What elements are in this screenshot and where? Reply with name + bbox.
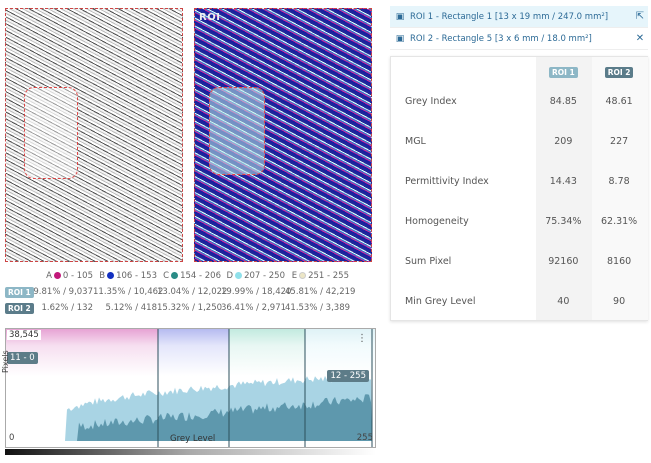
stats-row: Min Grey Level 40 90: [405, 295, 626, 307]
legend-cell: 15.32% / 1,250: [157, 303, 223, 313]
image-label: ROI: [199, 12, 221, 23]
histogram-roi2-area: [61, 394, 372, 441]
stats-header-row: ROI 1 ROI 2: [391, 53, 647, 91]
histogram-x-max: 255: [356, 433, 373, 443]
legend-cell: 5.12% / 418: [105, 303, 158, 313]
bin-d-color-swatch: [235, 272, 243, 279]
roi1-tag: ROI 1: [548, 66, 578, 78]
stats-row: Sum Pixel 92160 8160: [405, 255, 632, 267]
roi-list-item[interactable]: ▣ ROI 1 - Rectangle 1 [13 x 19 mm / 247.…: [390, 6, 648, 28]
more-options-icon[interactable]: ⋮: [357, 333, 367, 344]
roi-statistics-panel: ROI 1 ROI 2 Grey Index 84.85 48.61 MGL 2…: [390, 56, 648, 321]
legend-roi2-row: ROI 2 1.62% / 132 5.12% / 418 15.32% / 1…: [5, 301, 375, 315]
roi-rectangle-icon: ▣: [395, 11, 405, 22]
roi-list: ▣ ROI 1 - Rectangle 1 [13 x 19 mm / 247.…: [390, 6, 648, 50]
histogram-x-label: Grey Level: [170, 434, 216, 444]
histogram-max-count: 38,545: [7, 330, 41, 340]
roi2-tag: ROI 2: [5, 302, 34, 314]
histogram-plot: [61, 329, 373, 447]
legend-cell: 13.04% / 12,022: [157, 287, 228, 297]
histogram-left-marker[interactable]: 11 - 0: [7, 352, 38, 364]
legend-cell: 19.99% / 18,420: [221, 287, 292, 297]
roi-rectangle-icon: ▣: [395, 33, 405, 44]
legend-cell: 45.81% / 42,219: [285, 287, 356, 297]
legend-cell: 1.62% / 132: [41, 303, 94, 313]
legend-cell: 11.35% / 10,462: [93, 287, 164, 297]
legend-bin: B 106 - 153: [99, 271, 157, 281]
roi1-tag: ROI 1: [5, 286, 34, 298]
legend-cell: 41.53% / 3,389: [285, 303, 351, 313]
stats-row: Homogeneity 75.34% 62.31%: [405, 215, 638, 227]
histogram-right-marker[interactable]: 12 - 255: [327, 370, 369, 382]
grey-level-gradient-bar: [5, 449, 376, 455]
histogram-x-min: 0: [9, 433, 15, 443]
legend-cell: 36.41% / 2,971: [221, 303, 287, 313]
bin-c-color-swatch: [171, 272, 179, 279]
roi-region-overlay[interactable]: [24, 87, 78, 179]
bin-a-color-swatch: [53, 272, 61, 279]
colormap-image[interactable]: ROI: [194, 8, 372, 262]
grayscale-image[interactable]: [5, 8, 183, 262]
legend-bin: E 251 - 255: [291, 271, 349, 281]
roi2-tag: ROI 2: [604, 66, 634, 78]
legend-roi1-row: ROI 1 9.81% / 9,037 11.35% / 10,462 13.0…: [5, 285, 375, 299]
legend-bin: D 207 - 250: [226, 271, 285, 281]
legend-cell: 9.81% / 9,037: [33, 287, 93, 297]
legend-bin: C 154 - 206: [163, 271, 221, 281]
stats-row: Grey Index 84.85 48.61: [405, 95, 633, 107]
stats-row: MGL 209 227: [405, 135, 629, 147]
roi-list-item[interactable]: ▣ ROI 2 - Rectangle 5 [3 x 6 mm / 18.0 m…: [390, 28, 648, 50]
stats-row: Permittivity Index 14.43 8.78: [405, 175, 630, 187]
grey-level-histogram[interactable]: 38,545 11 - 0 12 - 255 ⋮ 0 Grey Level 25…: [5, 328, 376, 448]
roi-region-overlay[interactable]: [209, 87, 265, 175]
bin-b-color-swatch: [107, 272, 115, 279]
histogram-y-label: Pixels: [1, 350, 10, 373]
bin-e-color-swatch: [299, 272, 307, 279]
external-link-icon[interactable]: ⇱: [635, 11, 645, 22]
close-icon[interactable]: ✕: [635, 33, 645, 44]
